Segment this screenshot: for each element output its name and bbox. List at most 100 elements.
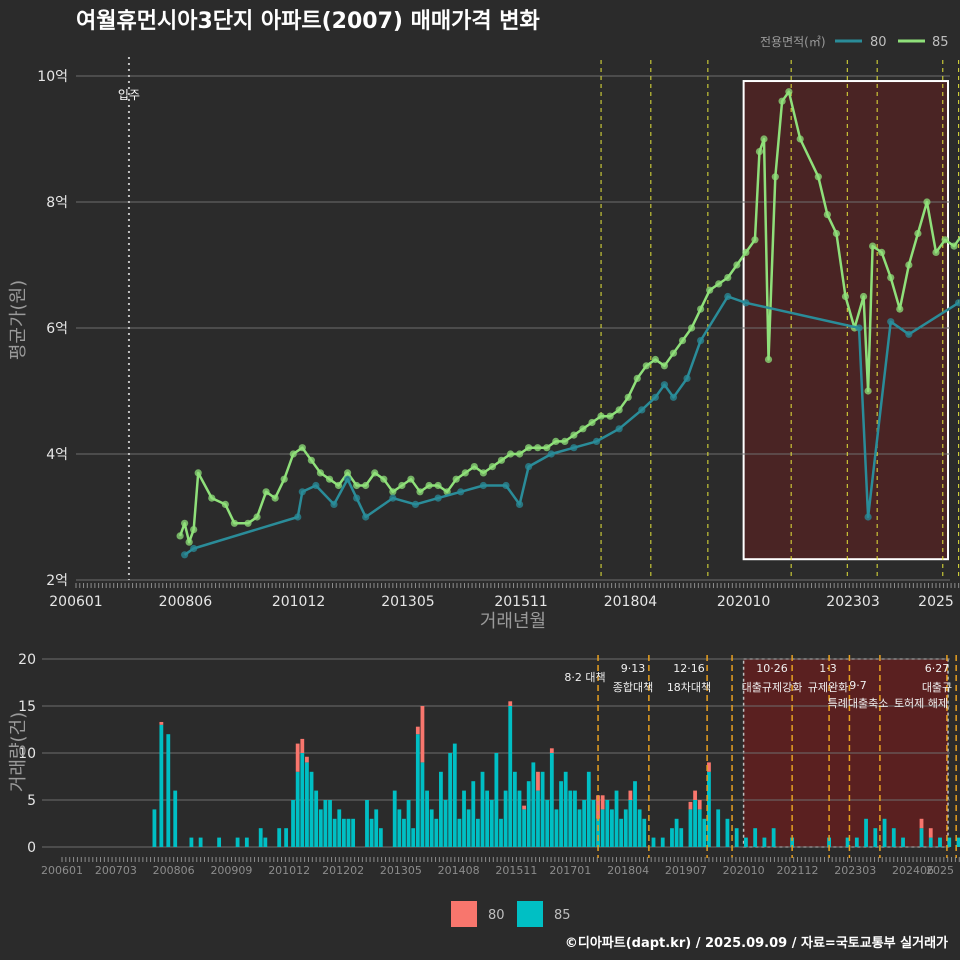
point-85 xyxy=(615,406,623,414)
volume-bar-85 xyxy=(882,818,887,847)
point-85 xyxy=(470,463,478,471)
volume-bar-85 xyxy=(494,753,499,847)
footer-credit: ©디아파트(dapt.kr) / 2025.09.09 / 자료=국토교통부 실… xyxy=(565,935,948,951)
volume-bar-85 xyxy=(891,828,896,847)
volume-bar-85 xyxy=(582,800,587,847)
point-85 xyxy=(764,355,773,364)
volume-bar-85 xyxy=(688,809,693,847)
legend-85-label: 85 xyxy=(932,35,949,50)
volume-bar-80 xyxy=(536,771,540,791)
policy-label-9-7-name: 특례대출축소 xyxy=(828,697,889,710)
point-85 xyxy=(221,500,229,508)
highlight-region xyxy=(742,80,950,561)
volume-x-tick-label: 201202 xyxy=(322,864,364,877)
volume-bar-80 xyxy=(415,726,420,735)
volume-bar-85 xyxy=(596,818,600,847)
point-85 xyxy=(697,305,705,313)
volume-bar-85 xyxy=(956,837,960,847)
volume-plot: 8·2 대책 9·13 종합대책 12·16 18차대책 10·26 대출규제강… xyxy=(8,652,960,877)
volume-bar-85 xyxy=(508,706,513,847)
x-tick-label: 201012 xyxy=(272,594,325,610)
volume-bar-85 xyxy=(827,837,831,847)
point-80 xyxy=(411,500,420,508)
y-tick-label: 6억 xyxy=(46,321,68,337)
volume-x-tick-label: 200806 xyxy=(153,864,195,877)
volume-bar-85 xyxy=(284,828,289,847)
volume-bar-85 xyxy=(864,818,868,847)
point-85 xyxy=(570,431,578,439)
volume-bar-85 xyxy=(277,828,282,847)
point-85 xyxy=(407,475,415,483)
point-85 xyxy=(280,475,288,483)
point-85 xyxy=(932,248,940,256)
volume-x-tick-label: 201012 xyxy=(268,864,310,877)
volume-bar-85 xyxy=(610,809,614,847)
volume-bar-85 xyxy=(526,781,531,847)
policy-labels: 8·2 대책 9·13 종합대책 12·16 18차대책 10·26 대출규제강… xyxy=(564,662,952,710)
volume-bar-85 xyxy=(790,837,795,847)
volume-bar-85 xyxy=(503,790,508,847)
volume-bar-85 xyxy=(480,771,485,847)
volume-bar-85 xyxy=(305,762,309,847)
volume-bar-85 xyxy=(693,800,697,847)
volume-bar-85 xyxy=(328,800,332,847)
point-85 xyxy=(307,456,315,464)
point-85 xyxy=(289,450,297,458)
legend-title: 전용면적(㎡) xyxy=(760,35,826,49)
point-85 xyxy=(785,88,793,96)
volume-x-tick-label: 201511 xyxy=(495,864,537,877)
volume-bar-80 xyxy=(522,805,527,810)
point-85 xyxy=(733,261,741,269)
x-tick-label: 202303 xyxy=(826,594,879,610)
volume-bar-85 xyxy=(577,809,582,847)
point-85 xyxy=(543,444,551,452)
point-85 xyxy=(896,305,904,313)
volume-y-tick-labels: 0 5 10 15 20 xyxy=(18,652,36,856)
volume-bar-85 xyxy=(258,828,263,847)
volume-bar-85 xyxy=(309,771,314,847)
y-tick-label: 8억 xyxy=(46,195,68,211)
volume-bar-85 xyxy=(217,837,222,847)
point-85 xyxy=(316,469,325,477)
volume-bar-85 xyxy=(471,781,476,847)
volume-bar-80 xyxy=(549,748,554,753)
volume-bar-85 xyxy=(489,800,494,847)
point-80 xyxy=(343,475,352,483)
volume-bar-85 xyxy=(485,790,490,847)
point-80 xyxy=(547,450,555,458)
volume-bar-85 xyxy=(517,790,522,847)
point-85 xyxy=(687,324,696,332)
volume-x-tick-label: 202112 xyxy=(777,864,819,877)
y-axis-title: 평균가(원) xyxy=(8,280,29,360)
chart-title: 여월휴먼시아3단지 아파트(2007) 매매가격 변화 xyxy=(76,9,540,34)
series-line-80 xyxy=(183,295,960,556)
volume-bar-80 xyxy=(420,706,425,763)
point-85 xyxy=(606,412,614,420)
point-85 xyxy=(176,532,184,540)
point-85 xyxy=(389,488,397,496)
volume-x-tick-label: 201305 xyxy=(380,864,422,877)
point-80 xyxy=(515,500,524,508)
point-80 xyxy=(592,437,601,445)
point-85 xyxy=(271,494,279,502)
volume-bar-85 xyxy=(351,818,356,847)
volume-bar-85 xyxy=(536,790,540,847)
point-80 xyxy=(887,318,895,326)
volume-bar-85 xyxy=(614,790,619,847)
point-85 xyxy=(755,148,764,156)
volume-bar-85 xyxy=(425,790,429,847)
price-series xyxy=(176,88,960,559)
volume-bar-85 xyxy=(697,809,702,847)
volume-bar-85 xyxy=(586,771,591,847)
x-tick-label: 2025 xyxy=(918,594,954,610)
volume-x-tick-label: 201701 xyxy=(549,864,591,877)
volume-bar-85 xyxy=(457,818,462,847)
volume-y-tick-label: 15 xyxy=(18,699,36,715)
highlight-box xyxy=(742,80,950,561)
volume-bar-85 xyxy=(263,837,268,847)
point-80 xyxy=(457,488,465,496)
point-85 xyxy=(859,292,868,301)
point-80 xyxy=(615,425,623,433)
point-85 xyxy=(742,248,750,256)
